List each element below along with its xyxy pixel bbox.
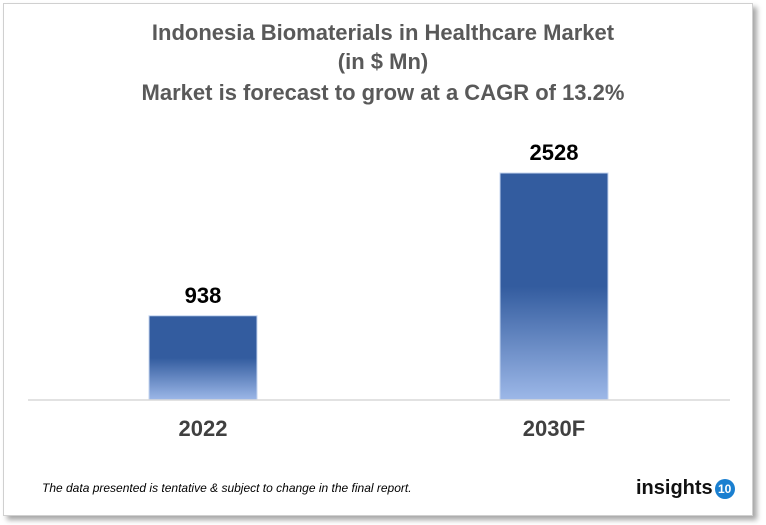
bar-2030F — [499, 172, 609, 401]
insights10-logo: insights 10 — [636, 477, 735, 500]
chart-title-line-1: Indonesia Biomaterials in Healthcare Mar… — [151, 20, 615, 45]
x-tick-label: 2022 — [179, 416, 228, 441]
bar-2022 — [148, 315, 258, 401]
data-label: 2528 — [530, 140, 579, 165]
disclaimer-text: The data presented is tentative & subjec… — [42, 481, 412, 495]
chart-card — [3, 3, 753, 516]
x-tick-label: 2030F — [523, 416, 585, 441]
chart-title-line-2: (in $ Mn) — [337, 49, 429, 74]
data-label: 938 — [185, 283, 222, 308]
chart-title-line-3: Market is forecast to grow at a CAGR of … — [141, 80, 625, 105]
